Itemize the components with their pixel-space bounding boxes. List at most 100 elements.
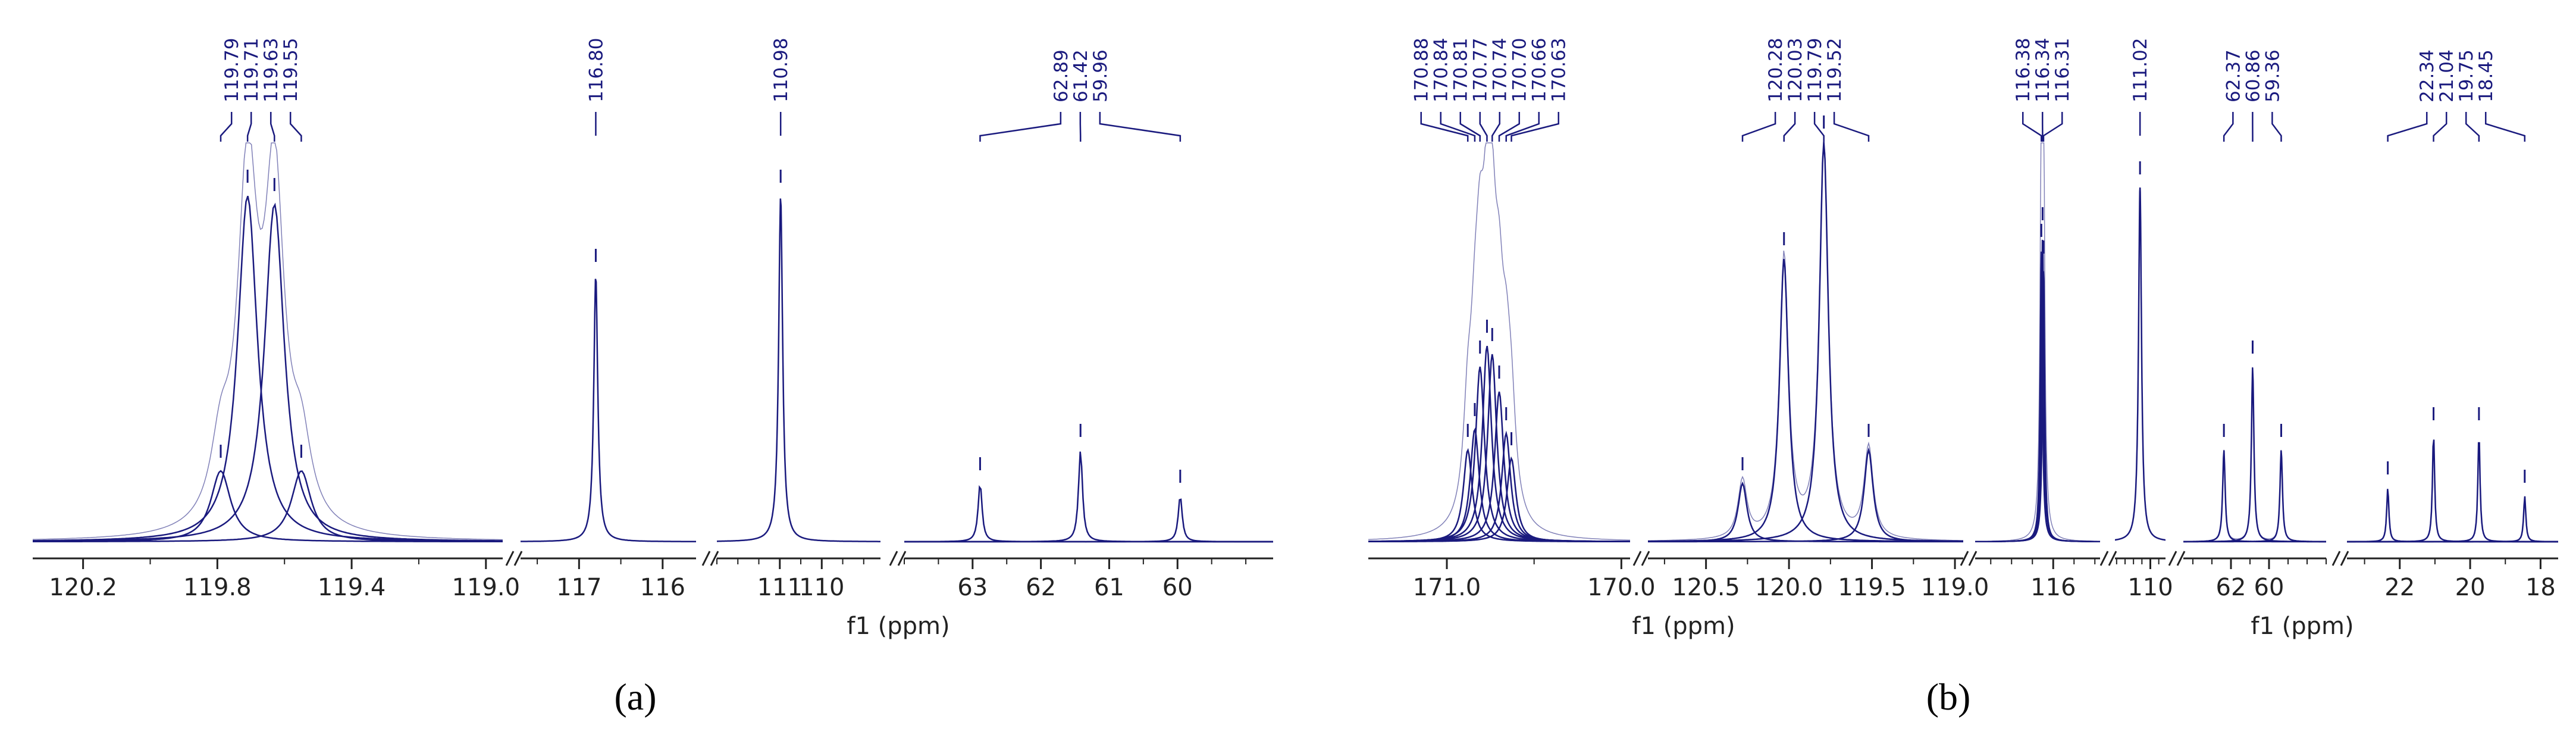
peak-connector (1510, 112, 1559, 142)
axis-break-mark (2168, 551, 2177, 566)
peak-connector (2465, 112, 2480, 142)
peak-envelope (1648, 142, 1963, 541)
peak-connector (1813, 112, 1825, 142)
peak-curve (1368, 430, 1630, 542)
peak-curve (33, 470, 503, 543)
x-tick-label: 60 (1162, 574, 1193, 601)
peak-connector (1498, 112, 1520, 142)
peak-curve (2114, 187, 2166, 541)
peak-label: 60.86 (2242, 49, 2264, 102)
panel-label-a: (a) (614, 676, 656, 718)
peak-label: 22.34 (2417, 49, 2438, 102)
x-tick-label: 22 (2384, 574, 2415, 601)
peak-curve (904, 451, 1273, 543)
peak-connector (2271, 112, 2282, 142)
peak-label: 19.75 (2456, 49, 2477, 102)
peak-label: 21.04 (2436, 49, 2458, 102)
peak-envelope (904, 451, 1273, 542)
peak-curve (33, 470, 503, 543)
peak-connector (1479, 112, 1488, 142)
panel-label-b: (b) (1926, 676, 1971, 718)
peak-label: 119.71 (241, 38, 262, 102)
axis-break-mark (2340, 551, 2349, 566)
axis-break-mark (2176, 551, 2186, 566)
axis-break-mark (1968, 551, 1978, 566)
peak-label: 170.63 (1549, 38, 1570, 102)
peak-envelope (2347, 439, 2558, 542)
peak-curve (1975, 251, 2100, 543)
x-tick-label: 119.4 (318, 574, 386, 601)
x-tick-label: 119.0 (1921, 574, 1989, 601)
axis-break-mark (2108, 551, 2117, 566)
peak-envelope (2183, 367, 2326, 542)
x-tick-label: 117 (556, 574, 601, 601)
peak-connector (2484, 112, 2526, 142)
axis-break-mark (710, 551, 719, 566)
peak-label: 116.38 (2013, 38, 2034, 102)
peak-connector (220, 112, 233, 142)
peak-connector (1099, 112, 1182, 142)
axis-break-mark (897, 551, 907, 566)
peak-label: 119.79 (221, 38, 243, 102)
peak-label: 170.70 (1509, 38, 1531, 102)
x-axis-title-a: f1 (ppm) (847, 613, 949, 640)
peak-connector (2223, 112, 2234, 142)
peak-label: 59.96 (1090, 49, 1111, 102)
x-tick-label: 63 (957, 574, 988, 601)
peak-label: 170.74 (1490, 38, 1511, 102)
peak-connector (269, 112, 275, 142)
peak-label: 119.55 (280, 38, 302, 102)
peak-curve (1975, 271, 2101, 543)
axis-break-mark (1641, 551, 1650, 566)
x-tick-label: 20 (2455, 574, 2486, 601)
peak-connector (979, 112, 1062, 142)
peak-connector (1491, 112, 1500, 142)
peak-curve (33, 202, 503, 542)
peak-label: 59.36 (2262, 49, 2283, 102)
peak-label: 110.98 (770, 38, 792, 102)
x-tick-label: 116 (2030, 574, 2076, 601)
x-tick-label: 62 (2216, 574, 2246, 601)
peak-curve (1368, 427, 1630, 543)
peak-label: 170.88 (1411, 38, 1433, 102)
x-tick-label: 120.0 (1755, 574, 1823, 601)
x-tick-label: 60 (2254, 574, 2284, 601)
panel-b: 170.88170.84170.81170.77170.74170.70170.… (1368, 38, 2559, 718)
peak-label: 111.02 (2130, 38, 2151, 102)
x-tick-label: 171.0 (1413, 574, 1481, 601)
peak-connector (1833, 112, 1870, 142)
peak-curve (33, 195, 503, 542)
x-tick-label: 110 (2127, 574, 2173, 601)
spectrum-area-b: 170.88170.84170.81170.77170.74170.70170.… (1368, 38, 2559, 543)
peak-connector (1459, 112, 1481, 142)
x-tick-label: 62 (1026, 574, 1056, 601)
peak-label: 61.42 (1070, 49, 1092, 102)
peak-label: 119.63 (261, 38, 282, 102)
peak-label: 116.31 (2052, 38, 2073, 102)
x-tick-label: 120.5 (1672, 574, 1740, 601)
peak-connector (1440, 112, 1476, 142)
peak-connector (1783, 112, 1796, 142)
axis-break-mark (505, 551, 515, 566)
axis-break-mark (889, 551, 898, 566)
x-tick-label: 119.0 (452, 574, 521, 601)
peak-curve (1368, 354, 1630, 542)
axis-break-mark (2331, 551, 2341, 566)
peak-label: 170.66 (1529, 38, 1550, 102)
peak-curve (2183, 367, 2326, 543)
peak-connector (1505, 112, 1540, 142)
x-tick-label: 119.5 (1838, 574, 1906, 601)
axis-break-mark (701, 551, 711, 566)
peak-connector (2022, 112, 2042, 142)
x-tick-label: 170.0 (1587, 574, 1656, 601)
peak-envelope (33, 142, 503, 541)
x-axis-title-b-right: f1 (ppm) (2251, 613, 2354, 640)
x-tick-label: 110 (799, 574, 844, 601)
peak-curve (520, 279, 696, 542)
peak-label: 170.81 (1450, 38, 1472, 102)
peak-label: 119.79 (1804, 38, 1826, 102)
peak-curve (717, 198, 880, 542)
peak-label: 116.34 (2032, 38, 2054, 102)
